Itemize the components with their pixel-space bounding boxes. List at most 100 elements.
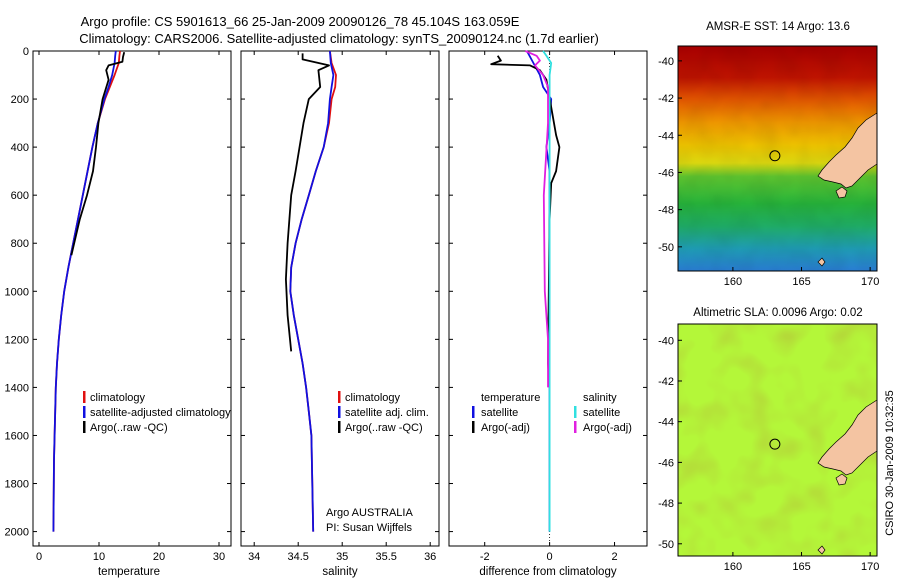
x-tick-label: 170 (861, 276, 879, 288)
legend-swatch-climatology (338, 391, 341, 403)
y-tick-label: 200 (11, 94, 29, 106)
y-tick-label: 1600 (5, 430, 29, 442)
difference-panel: -2 0 2 difference from climatology tempera… (448, 50, 648, 578)
salinity-series (284, 50, 337, 532)
legend-item-temp-satellite: satellite (481, 407, 518, 419)
x-tick-label: 20 (153, 551, 165, 563)
y-tick-label: -40 (658, 335, 674, 347)
y-tick-label: 400 (11, 142, 29, 154)
salinity-xlabel: salinity (322, 566, 357, 578)
sst-map-title: AMSR-E SST: 14 Argo: 13.6 (706, 21, 850, 33)
salinity-axis-ticks: 34 34.5 35 35.5 36 (241, 50, 439, 563)
legend-item-sal-argo: Argo(-adj) (583, 422, 632, 434)
temperature-panel: 0 10 20 30 0 200 400 600 800 1000 1200 1400 1600 1800… (5, 46, 232, 578)
sla-map-title: Altimetric SLA: 0.0096 Argo: 0.02 (693, 307, 862, 319)
x-tick-label: 165 (792, 561, 810, 573)
legend-item-sal-satellite: satellite (583, 407, 620, 419)
temperature-axis-ticks: 0 10 20 30 0 200 400 600 800 1000 1200 1400 1600 1800… (5, 46, 231, 563)
argo-australia-annotation: Argo AUSTRALIA (326, 507, 413, 519)
x-tick-label: 0 (36, 551, 42, 563)
land-south-island (817, 399, 877, 476)
temperature-plot-frame (32, 50, 232, 547)
land-south-island (817, 112, 877, 189)
x-tick-label: 35 (336, 551, 348, 563)
sla-map-axis-ticks: 160 165 170 -40 -42 -44 -46 -48 -50 (658, 335, 879, 573)
y-tick-label: -50 (658, 242, 674, 254)
legend-swatch-sal-argo (574, 421, 577, 433)
legend-item-climatology: climatology (345, 392, 401, 404)
legend-swatch-satellite-adj (338, 406, 341, 418)
land-auckland-island (817, 257, 826, 267)
legend-item-climatology: climatology (90, 392, 146, 404)
y-tick-label: 600 (11, 190, 29, 202)
legend-group-temperature: temperature (481, 392, 540, 404)
land-stewart-island (835, 186, 848, 199)
x-tick-label: 0 (547, 551, 553, 563)
series-line-salinity-argo-adj- (524, 50, 549, 388)
x-tick-label: 35.5 (375, 551, 396, 563)
sst-map-frame (677, 45, 878, 272)
y-tick-label: -46 (658, 457, 674, 469)
legend-item-argo: Argo(..raw -QC) (345, 422, 423, 434)
land-stewart-island (835, 473, 848, 486)
argo-float-marker (769, 150, 781, 162)
difference-xlabel: difference from climatology (479, 566, 616, 578)
temperature-series (52, 50, 126, 532)
argo-float-marker (769, 438, 781, 450)
legend-swatch-climatology (83, 391, 86, 403)
y-tick-label: 2000 (5, 527, 29, 539)
y-tick-label: -50 (658, 539, 674, 551)
legend-swatch-temp-argo (472, 421, 475, 433)
x-tick-label: 165 (792, 276, 810, 288)
series-line-satellite-adjusted-climatology (52, 50, 117, 532)
x-tick-label: 34.5 (287, 551, 308, 563)
x-tick-label: 170 (861, 561, 879, 573)
difference-axis-ticks: -2 0 2 (449, 50, 647, 563)
x-tick-label: 36 (424, 551, 436, 563)
legend-item-temp-argo: Argo(-adj) (481, 422, 530, 434)
sst-map-panel: AMSR-E SST: 14 Argo: 13.6 160 165 170 -40 -4… (658, 21, 879, 288)
header-line-1: Argo profile: CS 5901613_66 25-Jan-2009 … (81, 14, 520, 29)
series-line-satellite-adj-clim- (289, 50, 335, 532)
salinity-legend: climatology satellite adj. clim. Argo(..… (338, 391, 429, 434)
series-line-climatology (289, 50, 337, 532)
x-tick-label: 34 (248, 551, 260, 563)
y-tick-label: 1400 (5, 382, 29, 394)
legend-item-satellite-adjusted: satellite-adjusted climatology (90, 407, 231, 419)
x-tick-label: 160 (724, 276, 742, 288)
header-line-2: Climatology: CARS2006. Satellite-adjuste… (79, 31, 599, 46)
series-line-argo-raw-qc- (284, 53, 330, 352)
difference-plot-frame (448, 50, 648, 547)
y-tick-label: -44 (658, 130, 674, 142)
legend-group-salinity: salinity (583, 392, 617, 404)
temperature-legend: climatology satellite-adjusted climatolo… (83, 391, 231, 434)
series-line-argo-raw-qc- (70, 51, 126, 256)
y-tick-label: -42 (658, 93, 674, 105)
y-tick-label: -44 (658, 417, 674, 429)
y-tick-label: -46 (658, 167, 674, 179)
x-tick-label: 2 (611, 551, 617, 563)
pi-annotation: PI: Susan Wijffels (326, 522, 412, 534)
sla-map-frame (677, 323, 878, 557)
y-tick-label: 1800 (5, 479, 29, 491)
legend-swatch-argo (338, 421, 341, 433)
temperature-xlabel: temperature (98, 566, 160, 578)
y-tick-label: 0 (23, 46, 29, 58)
y-tick-label: 800 (11, 238, 29, 250)
series-line-salinity-satellite (542, 50, 553, 532)
sst-map-axis-ticks: 160 165 170 -40 -42 -44 -46 -48 -50 (658, 56, 879, 288)
legend-swatch-satellite-adjusted (83, 406, 86, 418)
x-tick-label: 160 (724, 561, 742, 573)
x-tick-label: -2 (480, 551, 490, 563)
y-tick-label: -48 (658, 205, 674, 217)
x-tick-label: 10 (93, 551, 105, 563)
legend-swatch-temp-satellite (472, 406, 475, 418)
legend-swatch-sal-satellite (574, 406, 577, 418)
x-tick-label: 30 (213, 551, 225, 563)
land-auckland-island (817, 545, 826, 555)
y-tick-label: -40 (658, 56, 674, 68)
sla-map-panel: Altimetric SLA: 0.0096 Argo: 0.02 160 165… (658, 307, 879, 573)
side-timestamp-label: CSIRO 30-Jan-2009 10:32:35 (884, 390, 896, 536)
legend-item-argo: Argo(..raw -QC) (90, 422, 168, 434)
